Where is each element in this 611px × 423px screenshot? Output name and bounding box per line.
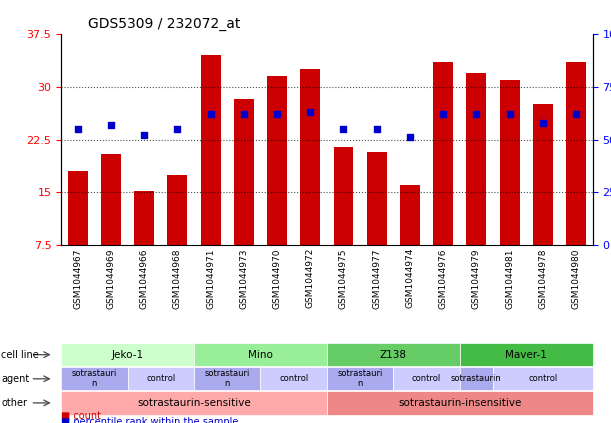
Text: control: control xyxy=(146,374,175,383)
Text: ■ count: ■ count xyxy=(61,411,101,421)
Text: sotrastaurin-insensitive: sotrastaurin-insensitive xyxy=(398,398,521,408)
Point xyxy=(438,111,448,118)
Text: sotrastauri
n: sotrastauri n xyxy=(205,369,250,388)
Text: sotrastaurin: sotrastaurin xyxy=(451,374,502,383)
Point xyxy=(372,126,382,132)
Bar xyxy=(466,73,486,245)
Bar xyxy=(134,191,154,245)
Text: sotrastaurin-sensitive: sotrastaurin-sensitive xyxy=(137,398,251,408)
Text: other: other xyxy=(1,398,27,408)
Bar xyxy=(433,62,453,245)
Point xyxy=(139,132,149,139)
Text: GDS5309 / 232072_at: GDS5309 / 232072_at xyxy=(88,17,240,31)
Text: ■ percentile rank within the sample: ■ percentile rank within the sample xyxy=(61,417,238,423)
Text: Maver-1: Maver-1 xyxy=(505,350,547,360)
Bar xyxy=(566,62,586,245)
Text: sotrastauri
n: sotrastauri n xyxy=(337,369,383,388)
Bar xyxy=(68,171,88,245)
Text: Z138: Z138 xyxy=(380,350,407,360)
Text: control: control xyxy=(412,374,441,383)
Point xyxy=(239,111,249,118)
Text: cell line: cell line xyxy=(1,350,39,360)
Bar xyxy=(400,185,420,245)
Point xyxy=(472,111,481,118)
Point xyxy=(571,111,581,118)
Point xyxy=(106,121,116,128)
Text: agent: agent xyxy=(1,374,29,384)
Bar xyxy=(267,76,287,245)
Point xyxy=(172,126,182,132)
Bar xyxy=(367,151,387,245)
Text: Mino: Mino xyxy=(248,350,273,360)
Bar xyxy=(200,55,221,245)
Bar xyxy=(167,175,188,245)
Bar xyxy=(500,80,519,245)
Text: sotrastauri
n: sotrastauri n xyxy=(71,369,117,388)
Point xyxy=(538,119,547,126)
Point xyxy=(272,111,282,118)
Text: control: control xyxy=(279,374,309,383)
Point xyxy=(73,126,82,132)
Bar xyxy=(301,69,320,245)
Point xyxy=(338,126,348,132)
Bar xyxy=(533,104,553,245)
Text: control: control xyxy=(529,374,557,383)
Point xyxy=(405,134,415,141)
Bar xyxy=(101,154,121,245)
Point xyxy=(505,111,514,118)
Text: Jeko-1: Jeko-1 xyxy=(111,350,144,360)
Point xyxy=(206,111,216,118)
Point xyxy=(306,109,315,115)
Bar xyxy=(334,147,353,245)
Bar xyxy=(234,99,254,245)
